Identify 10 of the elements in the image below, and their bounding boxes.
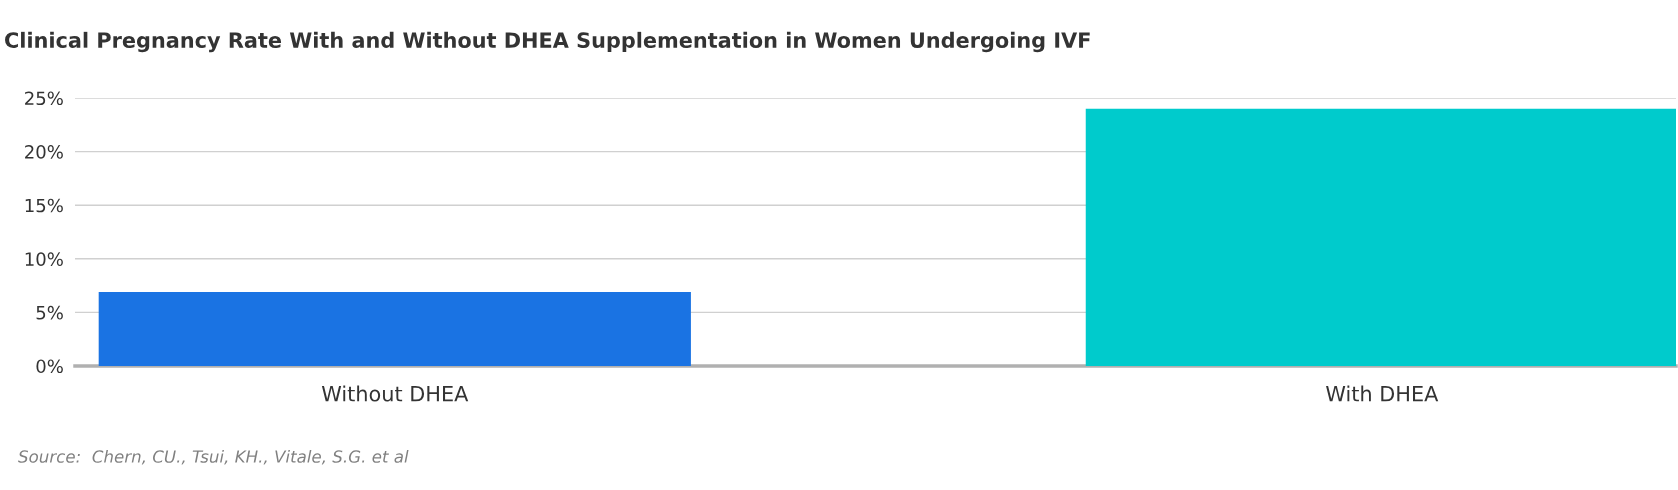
- y-tick-label: 10%: [25, 252, 63, 266]
- x-tick-label: Without DHEA: [321, 385, 469, 402]
- x-tick-label: With DHEA: [1326, 385, 1439, 402]
- y-tick-label: 5%: [36, 305, 63, 320]
- chart-title: Clinical Pregnancy Rate With and Without DHEA Supplementation in Women Undergoing IVF: [5, 31, 1090, 53]
- y-tick-label: 15%: [25, 198, 63, 213]
- y-tick-label: 0%: [36, 359, 63, 374]
- y-tick-label: 25%: [25, 91, 63, 106]
- y-tick-label: 20%: [25, 145, 63, 159]
- source-note: Source: Chern, CU., Tsui, KH., Vitale, S.G. et al: [18, 449, 409, 465]
